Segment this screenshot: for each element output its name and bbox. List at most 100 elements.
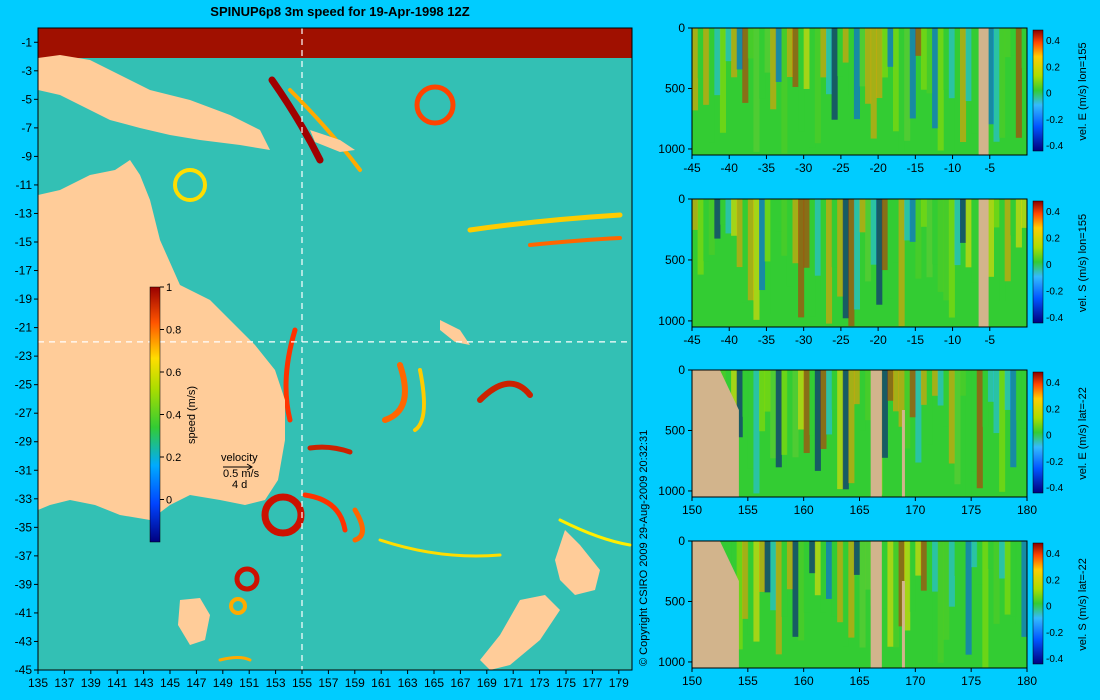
section-stripe bbox=[753, 28, 760, 152]
section-x-tick-label: -45 bbox=[683, 333, 701, 347]
section-stripe bbox=[887, 541, 894, 647]
section-y-tick-label: 1000 bbox=[658, 314, 685, 328]
section-stripe bbox=[1015, 199, 1022, 248]
section-stripe bbox=[909, 541, 916, 612]
section-colorbar-tick-label: 0.4 bbox=[1046, 36, 1060, 47]
chart-title: SPINUP6p8 3m speed for 19-Apr-1998 12Z bbox=[210, 4, 470, 19]
section-x-tick-label: -25 bbox=[832, 161, 850, 175]
section-stripe bbox=[999, 541, 1006, 579]
section-stripe bbox=[764, 541, 771, 593]
section-x-tick-label: 175 bbox=[961, 674, 981, 688]
section-x-tick-label: -15 bbox=[907, 333, 925, 347]
section-stripe bbox=[837, 370, 844, 490]
map-y-tick-label: -43 bbox=[15, 634, 33, 648]
section-stripe bbox=[859, 541, 866, 648]
section-stripe bbox=[993, 199, 1000, 228]
section-stripe bbox=[742, 541, 749, 619]
section-stripe bbox=[814, 28, 821, 144]
section-stripe bbox=[764, 28, 771, 73]
colorbar-tick-label: 1 bbox=[166, 282, 172, 294]
colorbar-tick-label: 0.2 bbox=[166, 452, 181, 464]
section-stripe bbox=[1004, 28, 1011, 58]
section-panel-1: -45 -40 -35 -30 -25 -20 -15 -10 -5 0 500 1000 0.4 0.2… bbox=[658, 21, 1089, 175]
section-stripe bbox=[764, 199, 771, 262]
section-stripe bbox=[831, 370, 838, 410]
map-x-tick-label: 169 bbox=[477, 676, 497, 690]
section-x-tick-label: -10 bbox=[944, 333, 962, 347]
section-stripe bbox=[971, 370, 978, 472]
section-x-tick-label: 170 bbox=[905, 503, 925, 517]
section-stripe bbox=[803, 199, 810, 268]
map-y-tick-label: -13 bbox=[15, 206, 33, 220]
section-stripe bbox=[999, 28, 1006, 138]
section-y-tick-label: 500 bbox=[665, 81, 685, 95]
section-stripe bbox=[993, 28, 1000, 142]
section-stripe bbox=[1010, 541, 1017, 617]
map-y-tick-label: -21 bbox=[15, 321, 33, 335]
map-y-tick-label: -31 bbox=[15, 463, 33, 477]
section-stripe bbox=[904, 541, 911, 631]
section-x-tick-label: -10 bbox=[944, 161, 962, 175]
section-stripe bbox=[781, 199, 788, 256]
section-stripe bbox=[926, 199, 933, 278]
section-stripe bbox=[960, 541, 967, 568]
map-x-axis: 135 137 139 141 143 145 147 149 151 153 155 157 159 1… bbox=[28, 670, 629, 690]
section-stripe bbox=[837, 28, 844, 77]
section-stripe bbox=[809, 370, 816, 436]
section-stripe bbox=[915, 541, 922, 576]
section-stripe bbox=[759, 199, 766, 291]
map-y-tick-label: -25 bbox=[15, 378, 33, 392]
section-colorbar-tick-label: 0 bbox=[1046, 431, 1052, 442]
section-stripe bbox=[820, 199, 827, 295]
section-stripe bbox=[837, 199, 844, 297]
map-x-tick-label: 161 bbox=[371, 676, 391, 690]
section-stripe bbox=[971, 541, 978, 568]
section-panel-3: 150 155 160 165 170 175 180 0 500 1000 0.4 0.2 0 -0.2… bbox=[658, 363, 1089, 517]
section-colorbar-tick-label: 0.2 bbox=[1046, 62, 1060, 73]
speed-colorbar-ticks: 0 0.2 0.4 0.6 0.8 1 bbox=[160, 282, 181, 507]
section-stripe bbox=[915, 370, 922, 463]
section-stripe bbox=[937, 541, 944, 663]
map-y-tick-label: -5 bbox=[21, 92, 32, 106]
map-x-tick-label: 179 bbox=[609, 676, 629, 690]
section-stripe bbox=[993, 541, 1000, 624]
map-x-tick-label: 171 bbox=[503, 676, 523, 690]
map-x-tick-label: 151 bbox=[239, 676, 259, 690]
land-new-zealand-north bbox=[555, 530, 600, 595]
section-stripe bbox=[708, 199, 715, 255]
map-y-tick-label: -3 bbox=[21, 64, 32, 78]
section-y-tick-label: 500 bbox=[665, 594, 685, 608]
section-land-ridge bbox=[901, 581, 905, 668]
section-stripe bbox=[786, 199, 793, 287]
section-x-tick-label: 165 bbox=[849, 674, 869, 688]
section-y-tick-label: 0 bbox=[678, 192, 685, 206]
section-stripe bbox=[798, 541, 805, 641]
section-stripe bbox=[954, 199, 961, 266]
map-x-tick-label: 173 bbox=[530, 676, 550, 690]
velocity-key-arrow bbox=[223, 463, 253, 471]
section-stripe bbox=[943, 28, 950, 90]
section-x-tick-label: -5 bbox=[984, 333, 995, 347]
section-stripe bbox=[731, 28, 738, 78]
section-stripe bbox=[1004, 199, 1011, 282]
colorbar-tick-label: 0.6 bbox=[166, 367, 181, 379]
section-stripe bbox=[803, 370, 810, 454]
section-stripe bbox=[703, 28, 710, 105]
colorbar-tick-label: 0 bbox=[166, 495, 172, 507]
section-panels: -45 -40 -35 -30 -25 -20 -15 -10 -5 0 500 1000 0.4 0.2… bbox=[658, 21, 1089, 688]
section-stripe bbox=[909, 199, 916, 242]
section-x-tick-label: -30 bbox=[795, 333, 813, 347]
section-stripe bbox=[1004, 370, 1011, 410]
section-stripe bbox=[770, 541, 777, 611]
section-stripe bbox=[932, 370, 939, 396]
section-colorbar-tick-label: -0.4 bbox=[1046, 313, 1064, 324]
land-tasmania bbox=[178, 598, 210, 645]
section-stripe bbox=[876, 199, 883, 305]
map-y-tick-label: -7 bbox=[21, 121, 32, 135]
section-stripe bbox=[759, 28, 766, 99]
section-stripe bbox=[781, 28, 788, 154]
section-stripe bbox=[820, 541, 827, 613]
section-land-new-caledonia bbox=[870, 541, 882, 668]
section-y-tick-label: 1000 bbox=[658, 484, 685, 498]
